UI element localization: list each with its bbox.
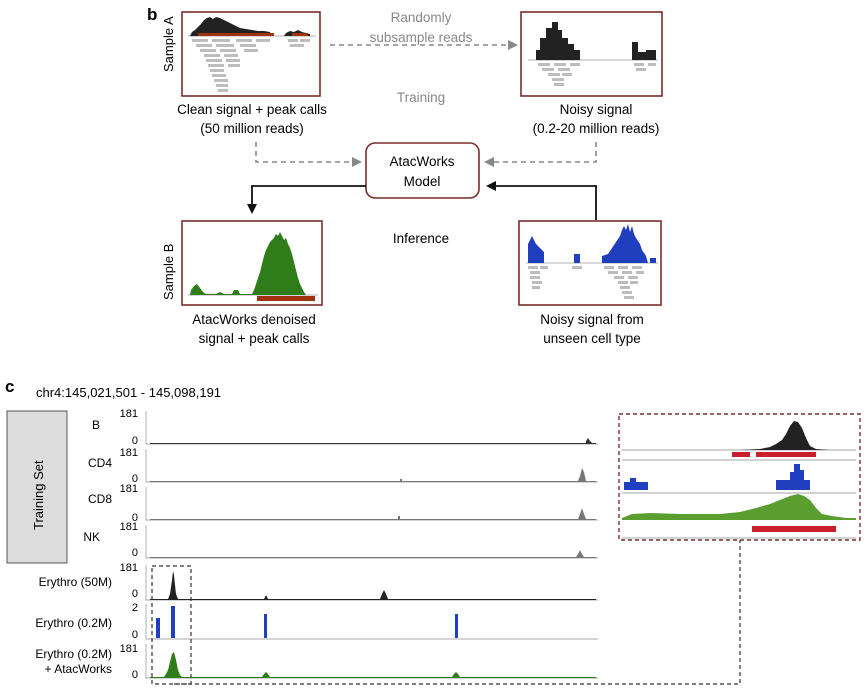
track-frames [145, 411, 598, 679]
track-name-erythro-02m: Erythro (0.2M) [35, 616, 112, 630]
track-cd4-trace [150, 468, 596, 482]
track-name-erythro-50m: Erythro (50M) [39, 575, 112, 589]
track-nk-trace [150, 550, 596, 558]
scale-max-b: 181 [120, 408, 138, 420]
noisy-signal-box [520, 11, 663, 97]
track-erythro-02m-trace [156, 606, 458, 638]
zoom-peak-1 [732, 452, 750, 457]
track-name-cd4: CD4 [88, 456, 112, 470]
track-name-cd8: CD8 [88, 492, 112, 506]
training-label: Training [397, 90, 445, 105]
scale-max-nk: 181 [120, 521, 138, 533]
noisy-reads [538, 63, 656, 86]
region-label: chr4:145,021,501 - 145,098,191 [36, 385, 221, 400]
zoom-black-signal [700, 421, 830, 450]
subsample-label-1: Randomly [391, 10, 452, 25]
scale-min-erythro-atac: 0 [132, 669, 138, 681]
denoised-label-1: AtacWorks denoised [192, 312, 316, 327]
zoom-peak-2 [756, 452, 816, 457]
scale-max-cd4: 181 [120, 447, 138, 459]
scale-min-b: 0 [132, 435, 138, 447]
atacworks-model-box [365, 142, 480, 199]
denoised-peak-call [257, 296, 315, 301]
inference-label: Inference [393, 231, 449, 246]
unseen-signal-box [518, 220, 662, 306]
track-name-nk: NK [83, 530, 100, 544]
scale-max-erythro-02m: 2 [132, 602, 138, 614]
subsample-label-2: subsample reads [370, 30, 473, 45]
scale-min-nk: 0 [132, 547, 138, 559]
zoom-green-signal [622, 494, 856, 520]
clean-label-2: (50 million reads) [200, 121, 304, 136]
denoised-label-2: signal + peak calls [199, 331, 310, 346]
track-name-erythro-atac-1: Erythro (0.2M) [35, 647, 112, 661]
zoom-connector [174, 540, 741, 685]
scale-min-cd4: 0 [132, 473, 138, 485]
inference-arrow-in [486, 181, 597, 220]
highlight-region-box [151, 565, 192, 685]
unseen-label-1: Noisy signal from [540, 312, 644, 327]
unseen-reads [528, 266, 644, 299]
scale-max-erythro-atac: 181 [120, 643, 138, 655]
sample-a-label: Sample A [161, 16, 176, 72]
unseen-label-2: unseen cell type [543, 331, 641, 346]
scale-max-cd8: 181 [120, 483, 138, 495]
denoised-signal-box [181, 220, 323, 306]
track-name-b: B [92, 418, 100, 432]
zoom-blue-signal [624, 464, 810, 490]
panel-b-letter: b [147, 5, 157, 24]
track-name-erythro-atac-2: + AtacWorks [45, 662, 112, 676]
training-set-box [6, 410, 68, 564]
scale-min-erythro-02m: 0 [132, 629, 138, 641]
scale-min-cd8: 0 [132, 512, 138, 524]
training-arrow-right [484, 142, 597, 167]
zoom-peak-3 [752, 526, 836, 532]
clean-reads [192, 39, 310, 92]
noisy-label-1: Noisy signal [560, 102, 633, 117]
unseen-signal-trace [528, 224, 656, 263]
denoised-signal-trace [190, 232, 306, 295]
clean-label-1: Clean signal + peak calls [177, 102, 327, 117]
inference-arrow-out [247, 185, 366, 214]
zoom-inset [618, 413, 861, 541]
clean-peak-call [198, 33, 274, 36]
noisy-label-2: (0.2-20 million reads) [533, 121, 660, 136]
track-cd8-trace [150, 508, 596, 520]
scale-min-erythro-50m: 0 [132, 588, 138, 600]
model-label-2: Model [404, 174, 441, 189]
model-label-1: AtacWorks [389, 154, 454, 169]
panel-c-letter: c [5, 377, 14, 396]
sample-b-label: Sample B [161, 244, 176, 300]
noisy-signal-trace [536, 22, 656, 60]
track-erythro-50m-trace [150, 571, 596, 600]
clean-signal-trace [190, 17, 272, 36]
scale-max-erythro-50m: 181 [120, 562, 138, 574]
track-erythro-atac-trace [150, 652, 596, 678]
track-b-trace [150, 438, 596, 444]
training-arrow-left [255, 142, 362, 167]
clean-signal-box [181, 11, 321, 97]
training-set-label: Training Set [31, 460, 46, 530]
